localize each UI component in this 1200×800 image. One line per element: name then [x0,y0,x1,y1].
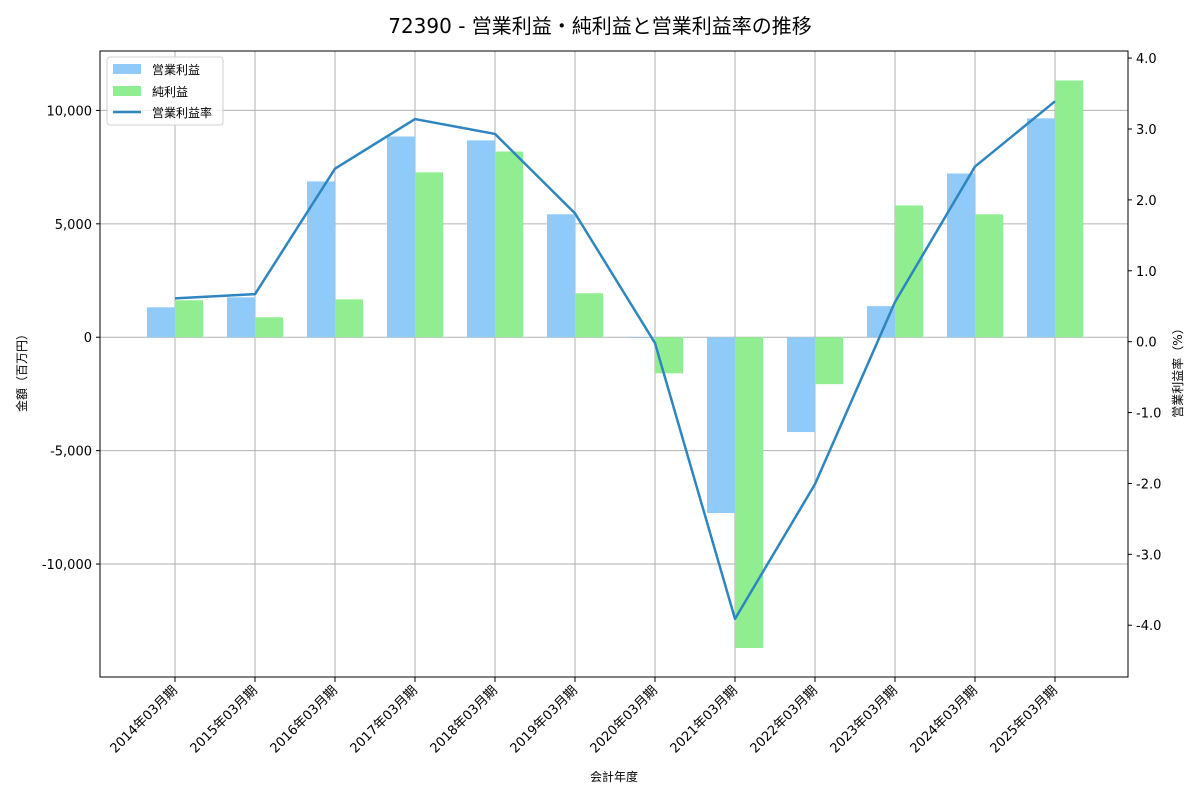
y-right-tick-label: 2.0 [1136,194,1157,209]
operating-profit-bar [147,307,175,338]
net-profit-bar [255,317,283,338]
x-tick-label: 2014年03月期 [108,683,181,756]
x-axis-title: 会計年度 [590,769,638,784]
x-tick-label: 2018年03月期 [428,683,501,756]
operating-margin-polyline [174,100,1056,621]
operating-profit-bar [547,214,575,338]
legend-label-net-profit: 純利益 [152,85,188,99]
y-right-tick-label: 3.0 [1136,123,1157,138]
operating-profit-bar [787,337,815,433]
x-tick-label: 2019年03月期 [508,683,581,756]
net-profit-bar [975,214,1003,338]
plot-frame [99,50,1129,678]
y-right-tick-label: -1.0 [1136,407,1161,422]
x-tick-label: 2017年03月期 [348,683,421,756]
legend-swatch-net-profit [113,86,141,96]
operating-profit-bar [387,136,415,338]
net-profit-bar [815,337,843,385]
net-profit-bar [415,172,443,338]
y-left-tick-label: -5,000 [50,445,92,460]
y-left-tick-label: 5,000 [55,218,92,233]
legend-label-operating-margin: 営業利益率 [152,105,212,120]
operating-profit-bar [947,173,975,338]
net-profit-bar [175,300,203,338]
y-right-tick-label: -4.0 [1136,619,1161,634]
net-profit-bar [735,337,763,648]
y-left-axis-title: 金額（百万円） [14,328,29,412]
operating-profit-bar [1027,118,1055,338]
net-profit-bar [495,151,523,338]
bar-series [147,80,1083,648]
y-left-tick-label: -10,000 [42,558,92,573]
legend-swatch-operating-profit [113,64,141,74]
legend-label-operating-profit: 営業利益 [152,63,200,77]
y-right-tick-label: -2.0 [1136,477,1161,492]
x-tick-label: 2020年03月期 [588,683,661,756]
y-left-tick-label: 0 [84,331,92,346]
grid-lines [100,51,1128,677]
operating-margin-line [174,100,1056,621]
x-tick-label: 2015年03月期 [188,683,261,756]
operating-profit-bar [467,140,495,338]
x-tick-label: 2024年03月期 [908,683,981,756]
net-profit-bar [335,299,363,338]
x-tick-label: 2022年03月期 [748,683,821,756]
x-tick-label: 2023年03月期 [828,683,901,756]
operating-profit-bar [707,337,735,514]
net-profit-bar [895,205,923,338]
x-tick-label: 2025年03月期 [988,683,1061,756]
y-right-tick-label: -3.0 [1136,548,1161,563]
x-tick-label: 2021年03月期 [668,683,741,756]
net-profit-bar [575,293,603,338]
axis-ticks: 10,000 5,000 0 -5,000 -10,000 2014年03月期 2015年0… [42,52,1162,756]
net-profit-bar [1055,80,1083,338]
y-right-tick-label: 0.0 [1136,336,1157,351]
x-tick-label: 2016年03月期 [268,683,341,756]
operating-profit-bar [227,297,255,338]
y-right-axis-title: 営業利益率（%） [1170,322,1185,417]
y-right-tick-label: 4.0 [1136,52,1157,67]
legend: 営業利益 純利益 営業利益率 [106,56,224,126]
y-right-tick-label: 1.0 [1136,265,1157,280]
y-left-tick-label: 10,000 [47,104,93,119]
operating-profit-bar [627,337,655,338]
chart-title: 72390 - 営業利益・純利益と営業利益率の推移 [388,14,812,38]
